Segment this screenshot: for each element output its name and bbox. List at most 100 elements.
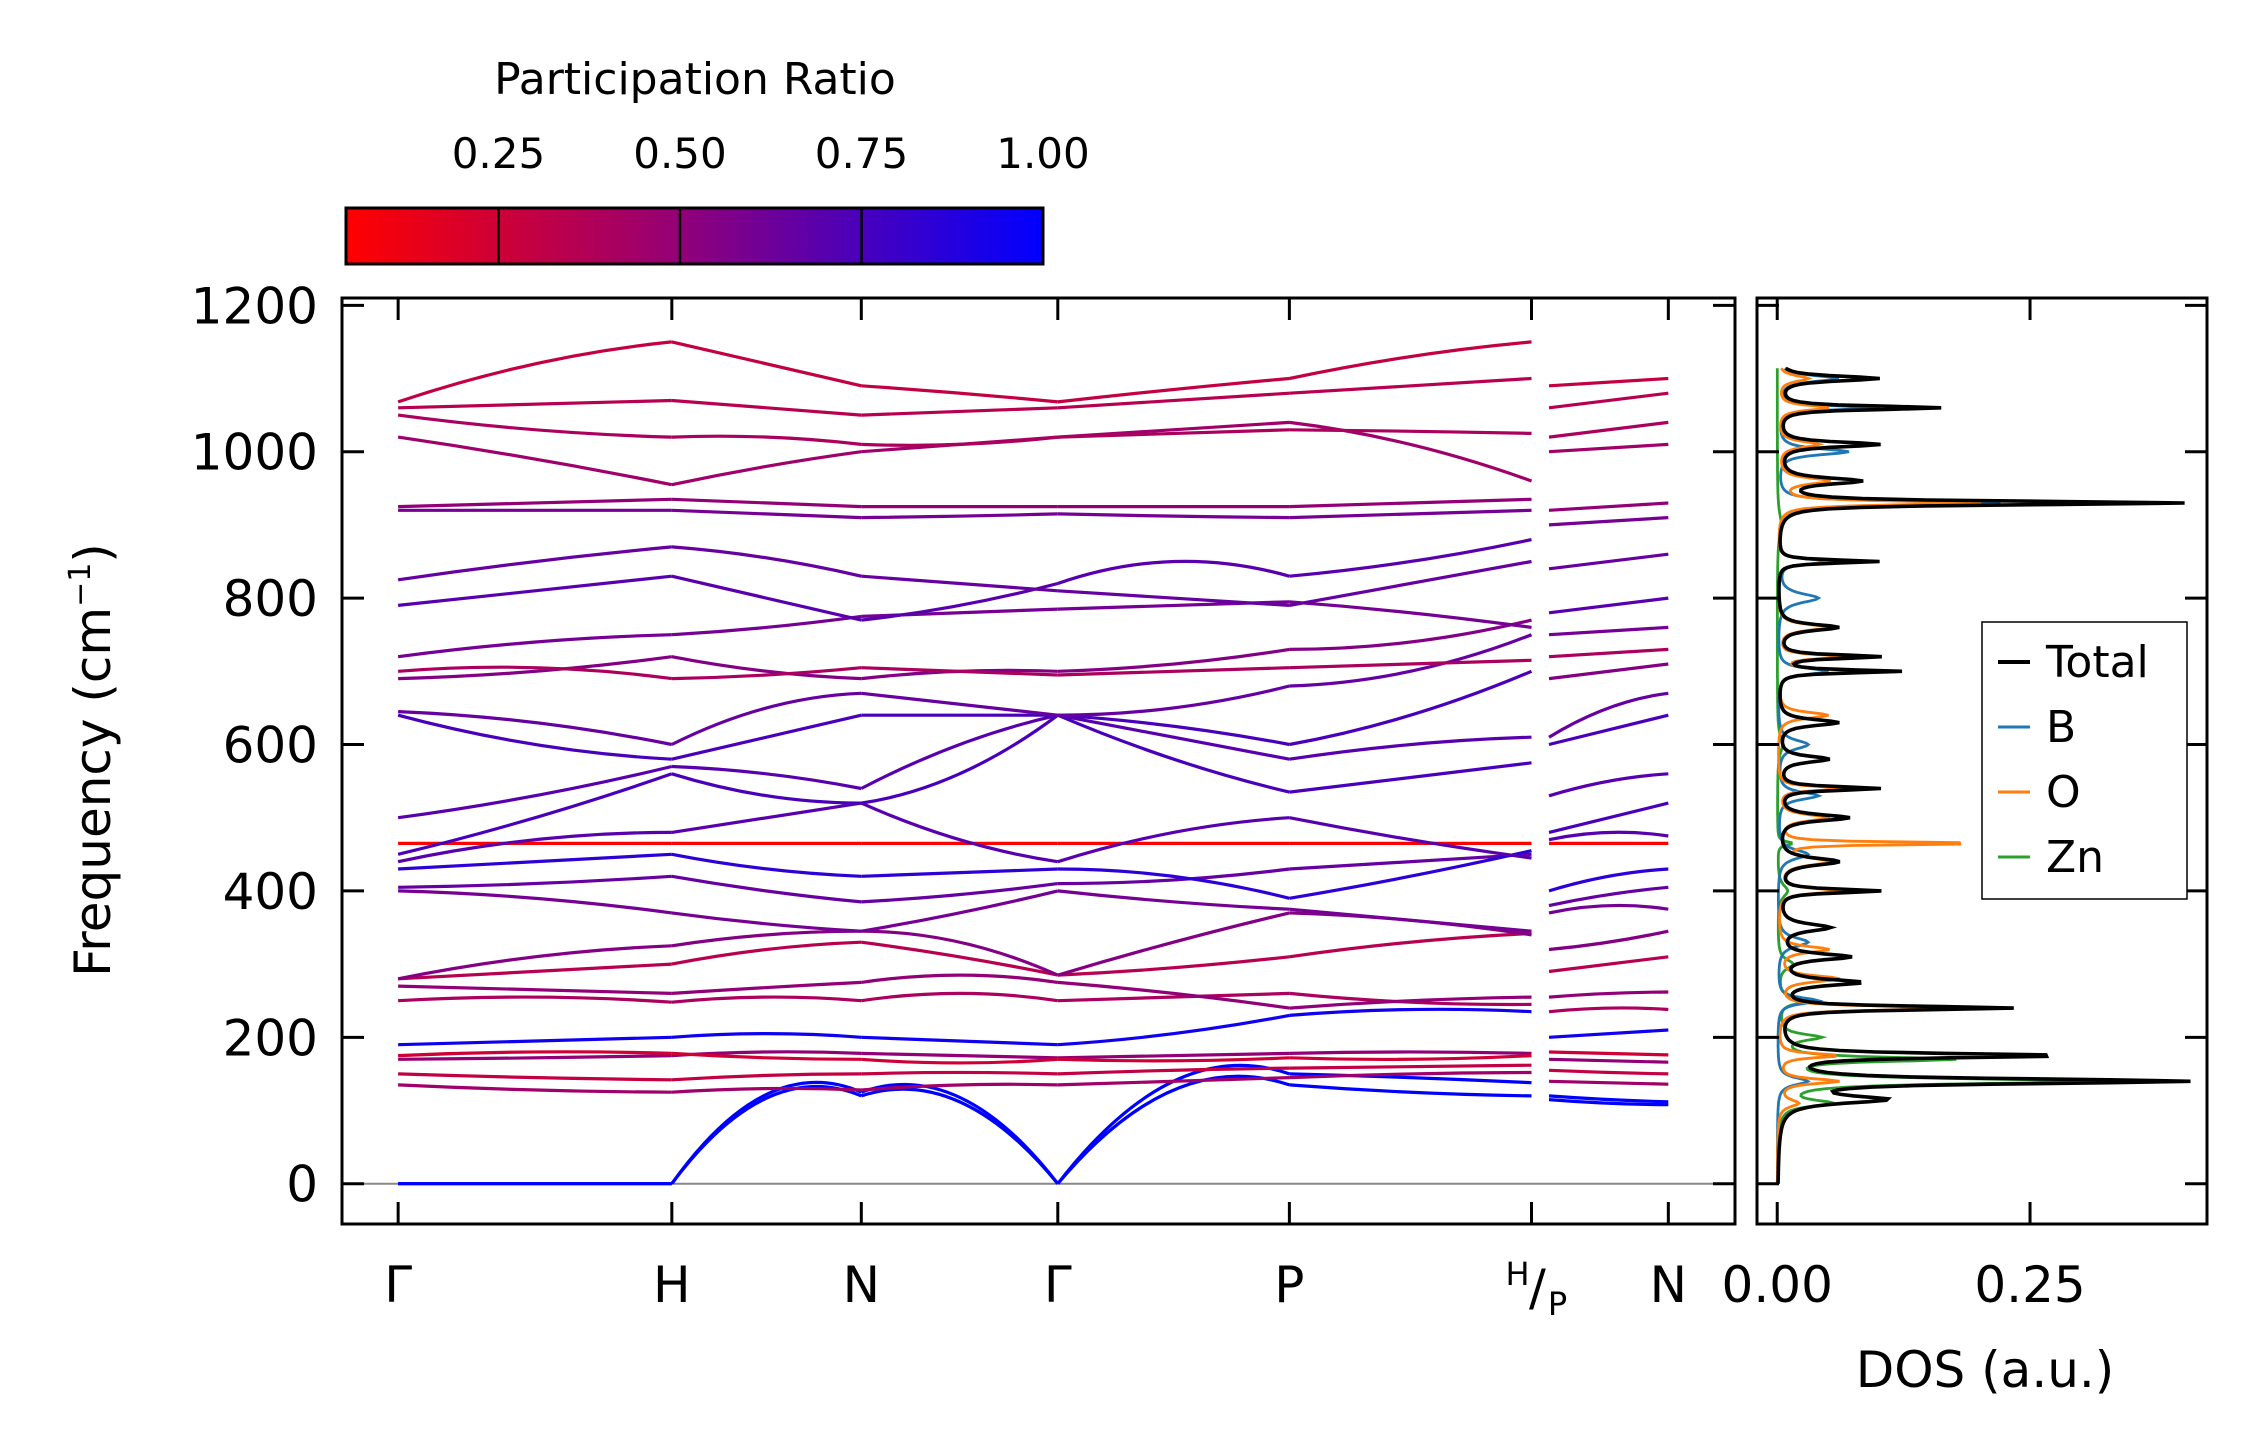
- phonon-band-line: [860, 801, 1059, 864]
- colorbar-tick-label: 1.00: [996, 129, 1090, 178]
- phonon-band-line: [861, 435, 1058, 447]
- phonon-band-line: [861, 929, 1059, 977]
- phonon-band-line: [398, 1054, 672, 1061]
- phonon-band-line: [1289, 497, 1532, 509]
- phonon-band-line: [397, 764, 673, 820]
- phonon-band-line: [1057, 911, 1290, 977]
- phonon-band-line: [670, 1080, 862, 1185]
- legend-label-zn: Zn: [2046, 832, 2104, 883]
- phonon-band-line: [1057, 713, 1290, 794]
- phonon-band-line: [1057, 376, 1290, 404]
- colorbar-gradient: [344, 206, 1045, 266]
- phonon-band-line: [398, 1083, 672, 1094]
- high-symmetry-label: Γ: [1044, 1256, 1072, 1314]
- phonon-band-line: [398, 655, 673, 681]
- phonon-band-line: [1289, 508, 1532, 520]
- phonon-band-line: [1289, 1063, 1532, 1070]
- phonon-band-line: [1289, 1072, 1532, 1085]
- band-y-axis: 0 200 400 600 800 1000 1200: [191, 277, 1735, 1214]
- legend-label-b: B: [2046, 702, 2076, 753]
- dos-axes: 0.00 0.25: [1722, 298, 2207, 1314]
- phonon-band-line: [1548, 867, 1669, 893]
- phonon-band-line: [670, 1084, 862, 1185]
- phonon-band-line: [1057, 428, 1290, 439]
- phonon-band-line: [861, 691, 1058, 717]
- phonon-band-line: [671, 1086, 862, 1094]
- phonon-band-line: [397, 772, 673, 856]
- phonon-band-line: [861, 940, 1059, 977]
- phonon-band-line: [1548, 955, 1669, 974]
- high-symmetry-label-composite: H / P: [1505, 1255, 1567, 1323]
- phonon-band-line: [861, 607, 1058, 618]
- phonon-band-line: [1548, 1057, 1669, 1064]
- phonon-band-line: [860, 1087, 1060, 1185]
- phonon-band-line: [1548, 1079, 1669, 1086]
- phonon-band-line: [398, 995, 672, 1004]
- phonon-band-line: [671, 450, 862, 487]
- phonon-band-line: [1057, 991, 1290, 1003]
- phonon-band-line: [1057, 512, 1290, 520]
- phonon-band-line: [397, 545, 672, 582]
- high-symmetry-label: N: [843, 1256, 880, 1314]
- legend-frame: [1981, 621, 2188, 900]
- phonon-band-line: [1057, 713, 1290, 761]
- phonon-band-line: [1548, 830, 1669, 842]
- phonon-band-line: [398, 1072, 672, 1082]
- phonon-band-line: [1548, 662, 1669, 681]
- phonon-band-line: [398, 1050, 672, 1058]
- phonon-band-line: [1057, 1056, 1290, 1063]
- phonon-band-line: [1057, 1076, 1290, 1087]
- phonon-band-line: [1548, 801, 1669, 834]
- phonon-band-line: [1057, 867, 1290, 886]
- phonon-band-line: [398, 984, 672, 995]
- phonon-band-line: [671, 713, 862, 761]
- y-tick-label: 800: [223, 570, 318, 628]
- y-tick-label: 1000: [191, 424, 318, 482]
- phonon-band-line: [1548, 420, 1669, 439]
- phonon-band-line: [671, 852, 862, 878]
- phonon-band-line: [398, 497, 672, 509]
- phonon-band-line: [861, 406, 1058, 417]
- phonon-band-line: [671, 655, 862, 681]
- phonon-band-line: [671, 340, 862, 388]
- phonon-band-line: [1289, 1083, 1532, 1098]
- phonon-band-line: [1548, 691, 1669, 739]
- phonon-band-line: [1289, 420, 1533, 483]
- phonon-band-line: [671, 801, 862, 834]
- phonon-band-line: [1548, 990, 1669, 999]
- phonon-band-line: [671, 911, 862, 933]
- phonon-band-line: [860, 713, 1059, 790]
- y-tick-label: 1200: [191, 277, 318, 335]
- phonon-band-line: [1057, 713, 1290, 747]
- phonon-band-line: [1289, 1007, 1532, 1017]
- phonon-band-line: [1289, 1054, 1532, 1062]
- y-tick-label: 600: [223, 717, 318, 775]
- phonon-band-line: [1289, 618, 1532, 651]
- phonon-band-line: [1057, 647, 1290, 673]
- phonon-band-line: [398, 852, 672, 871]
- phonon-band-line: [1548, 1094, 1669, 1104]
- phonon-band-line: [1057, 666, 1290, 677]
- phonon-band-line: [1057, 955, 1290, 977]
- phonon-band-line: [398, 889, 673, 915]
- phonon-band-line: [1056, 1074, 1290, 1185]
- phonon-band-line: [861, 1057, 1058, 1065]
- high-symmetry-label: P: [1274, 1256, 1304, 1314]
- phonon-band-line: [1289, 428, 1532, 435]
- y-label-main: Frequency (cm: [64, 607, 122, 977]
- phonon-band-line: [861, 867, 1058, 878]
- phonon-band-line: [397, 665, 673, 681]
- phonon-band-line: [861, 991, 1059, 1003]
- phonon-band-line: [671, 929, 862, 948]
- legend-label-o: O: [2046, 767, 2081, 818]
- phonon-band-line: [1057, 867, 1290, 900]
- phonon-band-line: [1289, 735, 1532, 761]
- phonon-band-line: [1548, 596, 1669, 615]
- dos-curve-zn: [1775, 368, 2105, 1184]
- phonon-band-line: [398, 874, 672, 889]
- phonon-band-line: [1289, 633, 1533, 688]
- phonon-band-line: [1057, 589, 1290, 607]
- phonon-band-line: [1289, 852, 1532, 871]
